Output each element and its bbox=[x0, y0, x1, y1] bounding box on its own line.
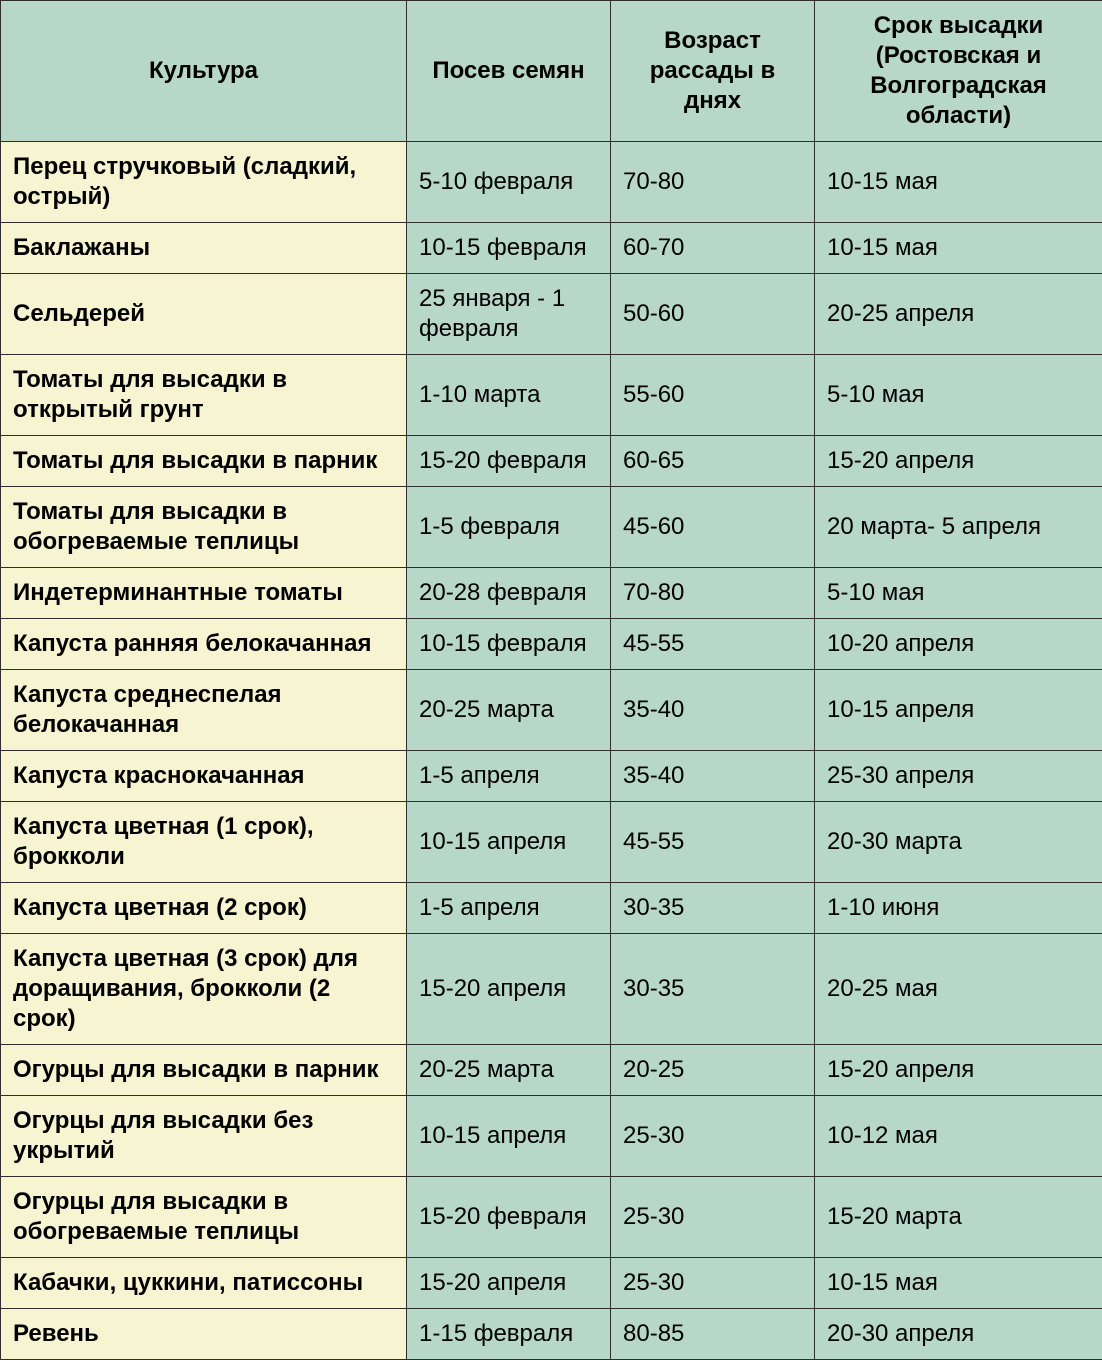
cell-age: 45-55 bbox=[611, 802, 815, 883]
cell-age: 25-30 bbox=[611, 1096, 815, 1177]
cell-transplant: 10-15 мая bbox=[815, 223, 1102, 274]
cell-age: 25-30 bbox=[611, 1177, 815, 1258]
cell-transplant: 15-20 марта bbox=[815, 1177, 1102, 1258]
cell-transplant: 20-30 апреля bbox=[815, 1309, 1102, 1360]
cell-transplant: 25-30 апреля bbox=[815, 751, 1102, 802]
cell-transplant: 20-25 апреля bbox=[815, 274, 1102, 355]
cell-culture: Капуста среднеспелая белокачанная bbox=[1, 670, 407, 751]
table-row: Капуста цветная (1 срок), брокколи10-15 … bbox=[1, 802, 1102, 883]
cell-culture: Томаты для высадки в парник bbox=[1, 436, 407, 487]
cell-culture: Капуста цветная (2 срок) bbox=[1, 883, 407, 934]
table-row: Сельдерей25 января - 1 февраля50-6020-25… bbox=[1, 274, 1102, 355]
cell-sowing: 10-15 апреля bbox=[407, 802, 611, 883]
table-row: Индетерминантные томаты20-28 февраля70-8… bbox=[1, 568, 1102, 619]
cell-age: 25-30 bbox=[611, 1258, 815, 1309]
table-row: Томаты для высадки в парник15-20 февраля… bbox=[1, 436, 1102, 487]
cell-culture: Сельдерей bbox=[1, 274, 407, 355]
cell-sowing: 15-20 апреля bbox=[407, 1258, 611, 1309]
cell-sowing: 15-20 февраля bbox=[407, 1177, 611, 1258]
table-row: Перец стручковый (сладкий, острый)5-10 ф… bbox=[1, 142, 1102, 223]
cell-transplant: 20-25 мая bbox=[815, 934, 1102, 1045]
cell-culture: Огурцы для высадки в парник bbox=[1, 1045, 407, 1096]
cell-culture: Капуста цветная (1 срок), брокколи bbox=[1, 802, 407, 883]
cell-culture: Томаты для высадки в открытый грунт bbox=[1, 355, 407, 436]
col-sowing: Посев семян bbox=[407, 1, 611, 142]
table-row: Огурцы для высадки в обогреваемые теплиц… bbox=[1, 1177, 1102, 1258]
table-row: Капуста среднеспелая белокачанная20-25 м… bbox=[1, 670, 1102, 751]
cell-age: 45-60 bbox=[611, 487, 815, 568]
cell-sowing: 20-25 марта bbox=[407, 670, 611, 751]
table-row: Кабачки, цуккини, патиссоны15-20 апреля2… bbox=[1, 1258, 1102, 1309]
table-row: Огурцы для высадки без укрытий10-15 апре… bbox=[1, 1096, 1102, 1177]
cell-transplant: 15-20 апреля bbox=[815, 1045, 1102, 1096]
cell-culture: Капуста ранняя белокачанная bbox=[1, 619, 407, 670]
cell-sowing: 10-15 февраля bbox=[407, 223, 611, 274]
table-row: Капуста цветная (2 срок)1-5 апреля30-351… bbox=[1, 883, 1102, 934]
cell-sowing: 15-20 февраля bbox=[407, 436, 611, 487]
table-row: Баклажаны10-15 февраля60-7010-15 мая bbox=[1, 223, 1102, 274]
cell-culture: Томаты для высадки в обогреваемые теплиц… bbox=[1, 487, 407, 568]
cell-transplant: 10-15 мая bbox=[815, 142, 1102, 223]
table-row: Капуста цветная (3 срок) для доращивания… bbox=[1, 934, 1102, 1045]
cell-sowing: 1-10 марта bbox=[407, 355, 611, 436]
cell-age: 80-85 bbox=[611, 1309, 815, 1360]
table-row: Капуста ранняя белокачанная10-15 февраля… bbox=[1, 619, 1102, 670]
cell-age: 20-25 bbox=[611, 1045, 815, 1096]
cell-age: 60-70 bbox=[611, 223, 815, 274]
cell-sowing: 20-25 марта bbox=[407, 1045, 611, 1096]
cell-culture: Капуста краснокачанная bbox=[1, 751, 407, 802]
cell-culture: Кабачки, цуккини, патиссоны bbox=[1, 1258, 407, 1309]
cell-sowing: 5-10 февраля bbox=[407, 142, 611, 223]
table-row: Капуста краснокачанная1-5 апреля35-4025-… bbox=[1, 751, 1102, 802]
cell-sowing: 1-5 апреля bbox=[407, 751, 611, 802]
cell-transplant: 10-15 мая bbox=[815, 1258, 1102, 1309]
cell-sowing: 1-15 февраля bbox=[407, 1309, 611, 1360]
cell-culture: Капуста цветная (3 срок) для доращивания… bbox=[1, 934, 407, 1045]
cell-transplant: 10-20 апреля bbox=[815, 619, 1102, 670]
cell-sowing: 10-15 апреля bbox=[407, 1096, 611, 1177]
cell-age: 55-60 bbox=[611, 355, 815, 436]
cell-age: 70-80 bbox=[611, 568, 815, 619]
table-body: Перец стручковый (сладкий, острый)5-10 ф… bbox=[1, 142, 1102, 1360]
col-age: Возраст рассады в днях bbox=[611, 1, 815, 142]
cell-age: 30-35 bbox=[611, 934, 815, 1045]
cell-culture: Баклажаны bbox=[1, 223, 407, 274]
cell-culture: Огурцы для высадки без укрытий bbox=[1, 1096, 407, 1177]
cell-sowing: 1-5 апреля bbox=[407, 883, 611, 934]
planting-table: Культура Посев семян Возраст рассады в д… bbox=[0, 0, 1102, 1360]
cell-culture: Ревень bbox=[1, 1309, 407, 1360]
col-transplant: Срок высадки (Ростовская и Волгоградская… bbox=[815, 1, 1102, 142]
table-row: Огурцы для высадки в парник20-25 марта20… bbox=[1, 1045, 1102, 1096]
cell-transplant: 5-10 мая bbox=[815, 568, 1102, 619]
cell-transplant: 20-30 марта bbox=[815, 802, 1102, 883]
cell-age: 45-55 bbox=[611, 619, 815, 670]
cell-transplant: 10-12 мая bbox=[815, 1096, 1102, 1177]
table-row: Томаты для высадки в обогреваемые теплиц… bbox=[1, 487, 1102, 568]
cell-transplant: 10-15 апреля bbox=[815, 670, 1102, 751]
cell-age: 35-40 bbox=[611, 751, 815, 802]
cell-culture: Индетерминантные томаты bbox=[1, 568, 407, 619]
cell-age: 30-35 bbox=[611, 883, 815, 934]
cell-sowing: 10-15 февраля bbox=[407, 619, 611, 670]
cell-transplant: 15-20 апреля bbox=[815, 436, 1102, 487]
table-row: Томаты для высадки в открытый грунт1-10 … bbox=[1, 355, 1102, 436]
cell-age: 35-40 bbox=[611, 670, 815, 751]
cell-sowing: 20-28 февраля bbox=[407, 568, 611, 619]
cell-age: 60-65 bbox=[611, 436, 815, 487]
cell-culture: Огурцы для высадки в обогреваемые теплиц… bbox=[1, 1177, 407, 1258]
cell-sowing: 15-20 апреля bbox=[407, 934, 611, 1045]
cell-transplant: 20 марта- 5 апреля bbox=[815, 487, 1102, 568]
cell-age: 50-60 bbox=[611, 274, 815, 355]
cell-culture: Перец стручковый (сладкий, острый) bbox=[1, 142, 407, 223]
cell-age: 70-80 bbox=[611, 142, 815, 223]
col-culture: Культура bbox=[1, 1, 407, 142]
cell-sowing: 25 января - 1 февраля bbox=[407, 274, 611, 355]
cell-transplant: 1-10 июня bbox=[815, 883, 1102, 934]
table-row: Ревень1-15 февраля80-8520-30 апреля bbox=[1, 1309, 1102, 1360]
header-row: Культура Посев семян Возраст рассады в д… bbox=[1, 1, 1102, 142]
cell-sowing: 1-5 февраля bbox=[407, 487, 611, 568]
cell-transplant: 5-10 мая bbox=[815, 355, 1102, 436]
